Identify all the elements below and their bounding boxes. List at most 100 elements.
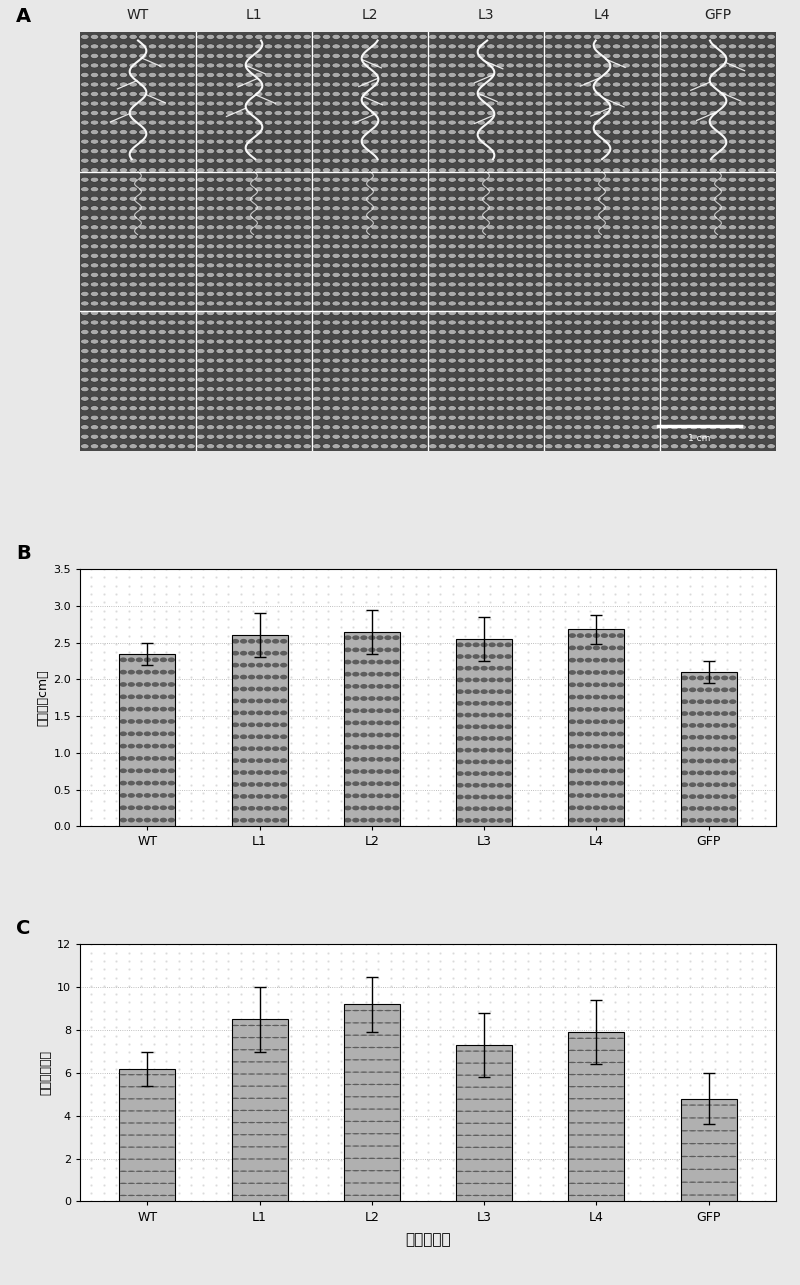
- Circle shape: [718, 253, 727, 258]
- Circle shape: [699, 443, 708, 448]
- Circle shape: [680, 348, 688, 353]
- Circle shape: [168, 292, 176, 297]
- Circle shape: [622, 425, 630, 429]
- Circle shape: [496, 339, 505, 344]
- Circle shape: [248, 1049, 255, 1050]
- Circle shape: [477, 396, 486, 401]
- Circle shape: [360, 1083, 367, 1085]
- Circle shape: [728, 320, 737, 325]
- Circle shape: [699, 301, 708, 306]
- Circle shape: [680, 91, 688, 96]
- Circle shape: [81, 234, 89, 239]
- Circle shape: [313, 301, 321, 306]
- Circle shape: [718, 368, 727, 373]
- Circle shape: [248, 794, 255, 799]
- Circle shape: [748, 139, 756, 144]
- Circle shape: [728, 225, 737, 230]
- Circle shape: [344, 1169, 351, 1172]
- Circle shape: [713, 687, 720, 693]
- Circle shape: [670, 63, 678, 68]
- Circle shape: [400, 263, 408, 267]
- Circle shape: [496, 158, 505, 163]
- Circle shape: [709, 443, 718, 448]
- Circle shape: [709, 216, 718, 220]
- Circle shape: [400, 415, 408, 420]
- Circle shape: [400, 425, 408, 429]
- Circle shape: [473, 794, 480, 799]
- Circle shape: [632, 415, 640, 420]
- Circle shape: [138, 206, 147, 211]
- Circle shape: [593, 281, 602, 287]
- Circle shape: [216, 139, 224, 144]
- Circle shape: [361, 111, 370, 116]
- Circle shape: [690, 272, 698, 278]
- Circle shape: [554, 167, 562, 172]
- Circle shape: [322, 377, 330, 382]
- Circle shape: [680, 387, 688, 392]
- Circle shape: [661, 425, 669, 429]
- Circle shape: [601, 1037, 608, 1040]
- Circle shape: [545, 359, 553, 364]
- Circle shape: [248, 734, 255, 739]
- Circle shape: [376, 1034, 383, 1036]
- Circle shape: [245, 63, 254, 68]
- Circle shape: [390, 320, 398, 325]
- Circle shape: [390, 54, 398, 58]
- Circle shape: [284, 425, 292, 429]
- Circle shape: [585, 682, 592, 687]
- Circle shape: [458, 253, 466, 258]
- Circle shape: [642, 54, 650, 58]
- Circle shape: [697, 1168, 704, 1171]
- Circle shape: [81, 139, 89, 144]
- Circle shape: [128, 707, 135, 712]
- Circle shape: [370, 167, 379, 172]
- Circle shape: [90, 139, 98, 144]
- Circle shape: [473, 1146, 480, 1148]
- Circle shape: [248, 1171, 255, 1172]
- Circle shape: [569, 1122, 576, 1123]
- Circle shape: [216, 359, 224, 364]
- Circle shape: [248, 783, 255, 786]
- Circle shape: [274, 139, 282, 144]
- Circle shape: [235, 139, 244, 144]
- Circle shape: [216, 281, 224, 287]
- Circle shape: [294, 396, 302, 401]
- Circle shape: [294, 167, 302, 172]
- Circle shape: [158, 111, 166, 116]
- Circle shape: [187, 387, 195, 392]
- Circle shape: [601, 1135, 608, 1136]
- Circle shape: [569, 731, 576, 736]
- Circle shape: [390, 130, 398, 135]
- Circle shape: [256, 747, 263, 750]
- X-axis label: 拟南芥株系: 拟南芥株系: [405, 1232, 451, 1246]
- Circle shape: [361, 186, 370, 191]
- Circle shape: [352, 770, 359, 774]
- Circle shape: [342, 149, 350, 154]
- Circle shape: [681, 1181, 688, 1183]
- Circle shape: [256, 686, 263, 691]
- Circle shape: [505, 1087, 512, 1088]
- Circle shape: [583, 82, 592, 87]
- Circle shape: [352, 1010, 359, 1011]
- Circle shape: [709, 396, 718, 401]
- Circle shape: [138, 311, 147, 316]
- Circle shape: [593, 695, 600, 699]
- Circle shape: [467, 216, 476, 220]
- Circle shape: [526, 281, 534, 287]
- Circle shape: [303, 387, 311, 392]
- Circle shape: [264, 734, 271, 739]
- Circle shape: [721, 1168, 728, 1171]
- Circle shape: [390, 292, 398, 297]
- Circle shape: [729, 747, 736, 752]
- Circle shape: [197, 234, 205, 239]
- Circle shape: [767, 63, 775, 68]
- Circle shape: [178, 377, 186, 382]
- Circle shape: [699, 225, 708, 230]
- Circle shape: [110, 301, 118, 306]
- Circle shape: [506, 292, 514, 297]
- Circle shape: [360, 1034, 367, 1036]
- Circle shape: [284, 63, 292, 68]
- Circle shape: [400, 216, 408, 220]
- Circle shape: [136, 1195, 143, 1196]
- Circle shape: [344, 1010, 351, 1011]
